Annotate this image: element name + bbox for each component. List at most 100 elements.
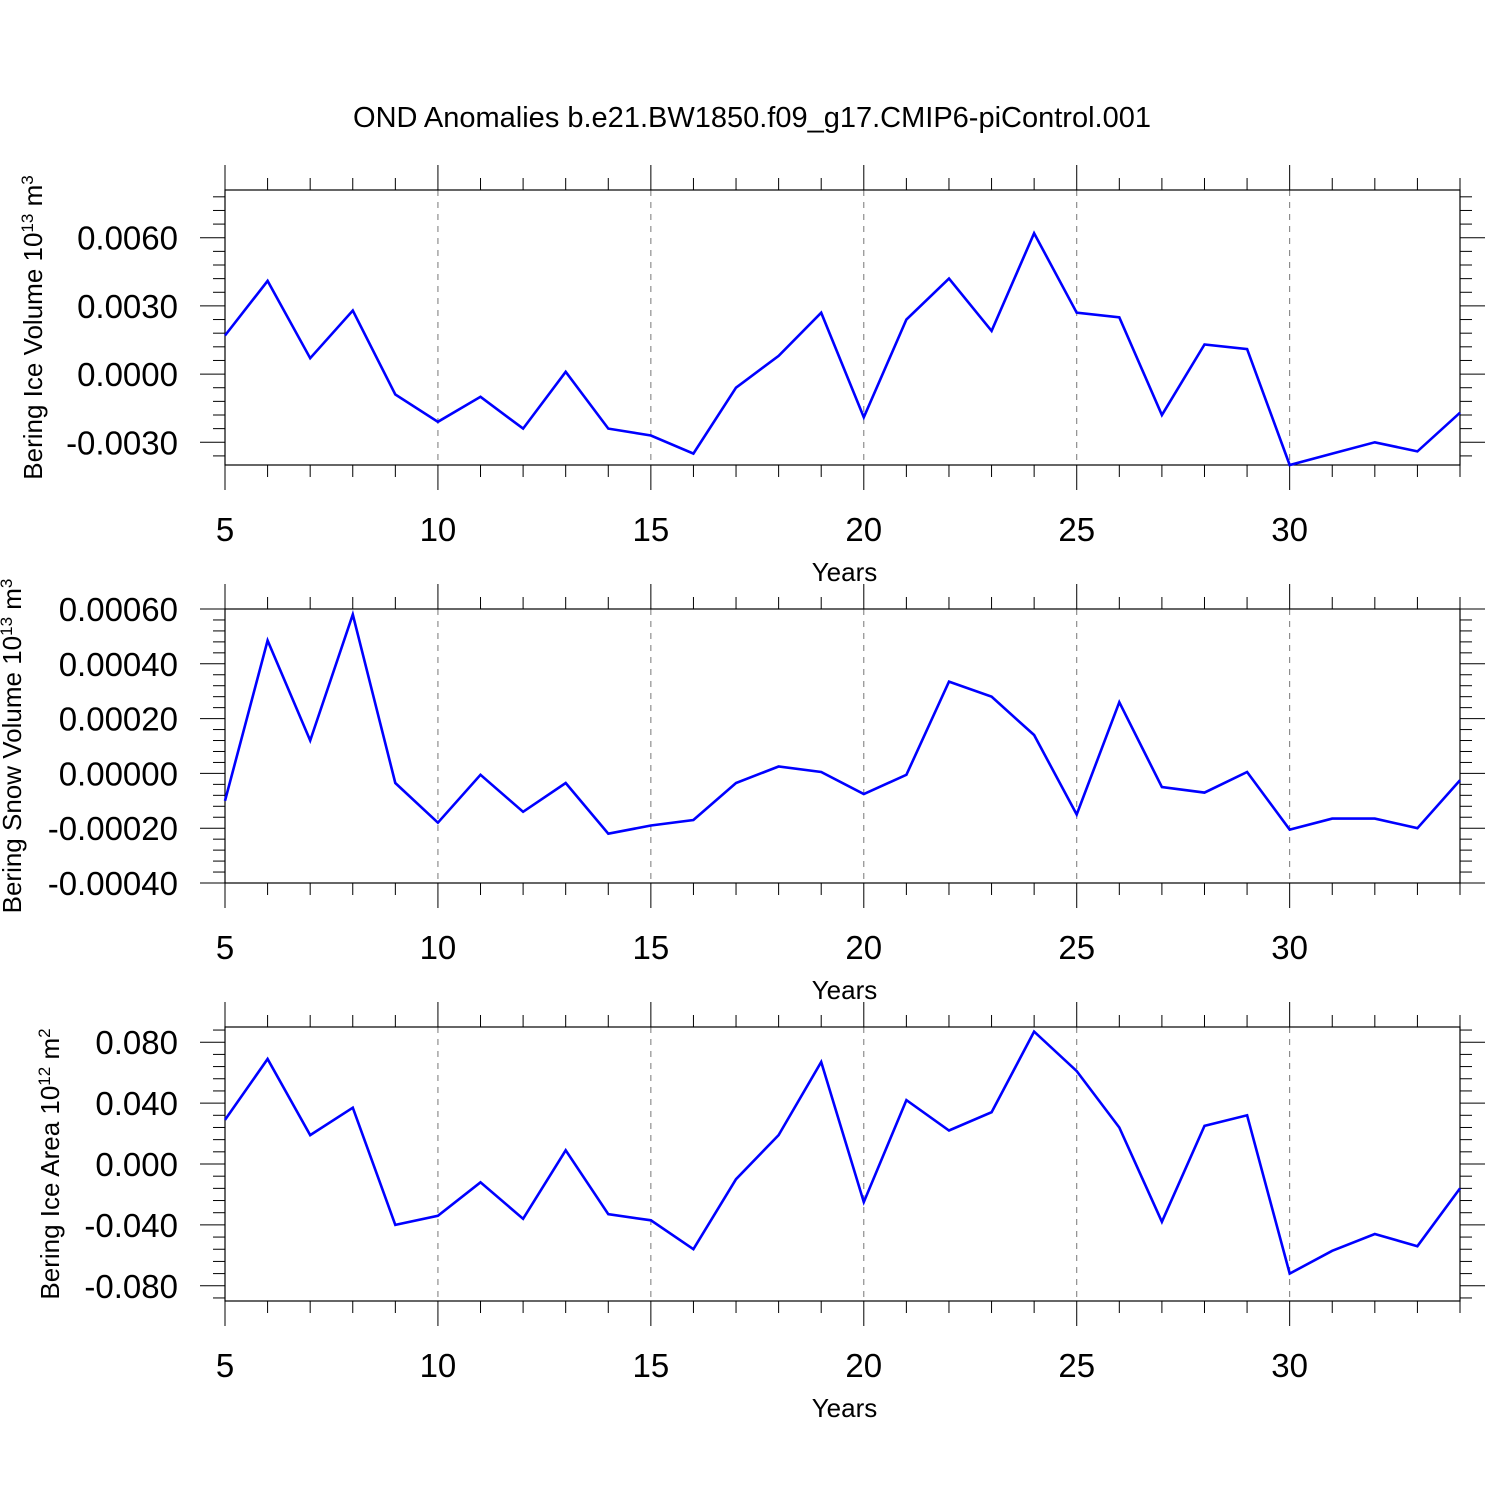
y-tick-label: 0.0030 bbox=[77, 288, 178, 325]
data-point bbox=[1160, 1220, 1164, 1224]
x-tick-label: 5 bbox=[216, 1347, 234, 1384]
x-tick-label: 10 bbox=[420, 929, 457, 966]
data-point bbox=[1288, 1272, 1292, 1276]
figure-title: OND Anomalies b.e21.BW1850.f09_g17.CMIP6… bbox=[353, 102, 1151, 134]
y-axis-label-part: Bering Ice Volume 10 bbox=[18, 233, 48, 480]
data-point bbox=[1330, 817, 1334, 821]
data-point bbox=[393, 393, 397, 397]
y-axis-label-exponent: 12 bbox=[35, 1067, 54, 1086]
data-point bbox=[351, 308, 355, 312]
data-point bbox=[479, 395, 483, 399]
y-axis-label-exponent: 3 bbox=[0, 579, 16, 588]
series-line bbox=[223, 609, 1461, 836]
data-point bbox=[1458, 1186, 1462, 1190]
data-point bbox=[564, 370, 568, 374]
data-point bbox=[1373, 817, 1377, 821]
data-point bbox=[734, 781, 738, 785]
y-axis-label-part: Bering Snow Volume 10 bbox=[0, 636, 27, 914]
x-tick-label: 5 bbox=[216, 511, 234, 548]
data-point bbox=[393, 1223, 397, 1227]
plot-frame bbox=[224, 1026, 1461, 1302]
y-axis-label: Bering Ice Area 1012 m2 bbox=[35, 1028, 65, 1299]
data-point bbox=[1032, 733, 1036, 737]
data-point bbox=[1075, 1069, 1079, 1073]
data-point bbox=[1245, 1113, 1249, 1117]
y-tick-label: 0.000 bbox=[95, 1146, 178, 1183]
data-point bbox=[1202, 1124, 1206, 1128]
data-point bbox=[1245, 770, 1249, 774]
data-point bbox=[1117, 1125, 1121, 1129]
data-point bbox=[691, 452, 695, 456]
data-point bbox=[904, 318, 908, 322]
y-axis-label-exponent: 13 bbox=[0, 617, 16, 636]
x-tick-label: 25 bbox=[1058, 511, 1095, 548]
data-point bbox=[649, 823, 653, 827]
data-point bbox=[1117, 315, 1121, 319]
data-point bbox=[266, 1057, 270, 1061]
x-tick-label: 25 bbox=[1058, 929, 1095, 966]
data-point bbox=[1415, 449, 1419, 453]
x-tick-label: 30 bbox=[1271, 511, 1308, 548]
y-tick-label: -0.040 bbox=[84, 1207, 178, 1244]
y-axis-label: Bering Snow Volume 1013 m3 bbox=[0, 579, 27, 914]
data-point bbox=[223, 1118, 227, 1122]
x-tick-label: 5 bbox=[216, 929, 234, 966]
data-point bbox=[777, 354, 781, 358]
series-line bbox=[223, 1029, 1462, 1276]
y-axis-label-exponent: 13 bbox=[18, 214, 37, 233]
data-point bbox=[436, 1214, 440, 1218]
data-point bbox=[691, 818, 695, 822]
data-point bbox=[1245, 347, 1249, 351]
data-point bbox=[734, 1177, 738, 1181]
data-point bbox=[819, 1060, 823, 1064]
data-point bbox=[1330, 452, 1334, 456]
data-point bbox=[223, 799, 227, 803]
data-point bbox=[479, 1180, 483, 1184]
panel-3: -0.080 -0.040 0.000 0.040 0.080 5 10 15 20 25 30 Ye… bbox=[35, 1002, 1485, 1423]
data-point bbox=[691, 1247, 695, 1251]
y-tick-label: 0.00020 bbox=[59, 701, 178, 738]
plot-frame bbox=[224, 608, 1461, 884]
data-point bbox=[521, 1217, 525, 1221]
y-axis-label-part: m bbox=[35, 1038, 65, 1067]
x-tick-label: 10 bbox=[420, 511, 457, 548]
data-point bbox=[1160, 413, 1164, 417]
y-tick-label: -0.00040 bbox=[48, 865, 178, 902]
x-tick-label: 20 bbox=[845, 511, 882, 548]
y-axis-label-exponent: 3 bbox=[18, 175, 37, 184]
data-point bbox=[606, 1212, 610, 1216]
data-point bbox=[1288, 828, 1292, 832]
y-axis-label-part: Bering Ice Area 10 bbox=[35, 1086, 65, 1300]
data-point bbox=[1415, 1244, 1419, 1248]
data-point bbox=[777, 765, 781, 769]
x-tick-label: 15 bbox=[633, 929, 670, 966]
data-point bbox=[1202, 791, 1206, 795]
data-point bbox=[351, 612, 355, 616]
data-point bbox=[990, 1110, 994, 1114]
data-point bbox=[904, 773, 908, 777]
x-tick-label: 15 bbox=[633, 511, 670, 548]
data-point bbox=[862, 792, 866, 796]
y-tick-label: -0.00020 bbox=[48, 810, 178, 847]
y-axis-label-part: m bbox=[0, 588, 27, 617]
data-point bbox=[479, 773, 483, 777]
y-tick-label: 0.080 bbox=[95, 1024, 178, 1061]
data-point bbox=[1458, 411, 1462, 415]
data-point bbox=[819, 311, 823, 315]
data-point bbox=[1373, 1232, 1377, 1236]
y-axis-label: Bering Ice Volume 1013 m3 bbox=[18, 175, 48, 479]
x-tick-label: 15 bbox=[633, 1347, 670, 1384]
data-point bbox=[606, 832, 610, 836]
y-tick-label: 0.00000 bbox=[59, 755, 178, 792]
panel-2: -0.00040 -0.00020 0.00000 0.00020 0.00040 0.0… bbox=[0, 579, 1485, 1005]
plot-frame bbox=[224, 189, 1461, 466]
data-point bbox=[308, 1133, 312, 1137]
data-point bbox=[308, 739, 312, 743]
data-point bbox=[947, 1129, 951, 1133]
y-axis-label-exponent: 2 bbox=[35, 1028, 54, 1037]
x-tick-label: 20 bbox=[845, 1347, 882, 1384]
data-point bbox=[1117, 700, 1121, 704]
data-point bbox=[564, 781, 568, 785]
data-point bbox=[990, 329, 994, 333]
